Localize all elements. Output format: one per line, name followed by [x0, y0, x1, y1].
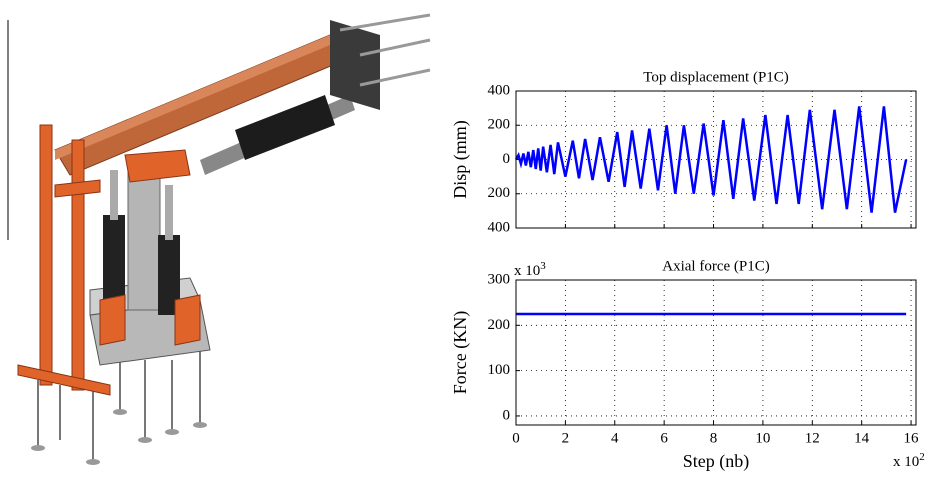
x-tick-label: 10	[755, 430, 770, 446]
y-tick-label: 400	[488, 82, 511, 98]
x-tick-label: 14	[854, 430, 870, 446]
axes-box	[515, 90, 917, 229]
x-tick-label: 12	[805, 430, 820, 446]
chart-title: Top displacement (P1C)	[643, 69, 789, 85]
test-rig-illustration	[7, 13, 431, 465]
y-axis-label: Force (KN)	[450, 311, 471, 394]
y-tick-label: 200	[488, 117, 511, 133]
plot-area	[516, 280, 916, 425]
y-tick-label: 300	[488, 271, 511, 287]
y-tick-label: 400	[488, 219, 511, 235]
x-tick-label: 4	[611, 430, 619, 446]
y-multiplier: x 103	[514, 260, 546, 280]
y-tick-label: 0	[503, 151, 511, 167]
x-multiplier-base: x 10	[893, 454, 919, 470]
y-multiplier-exponent: 3	[540, 260, 546, 272]
x-tick-label: 6	[660, 430, 668, 446]
x-tick-label: 2	[562, 430, 570, 446]
x-tick-label: 8	[710, 430, 718, 446]
y-tick-label: 200	[488, 317, 511, 333]
x-tick-label: 0	[512, 430, 520, 446]
x-tick-label: 16	[904, 430, 920, 446]
x-multiplier: x 102	[893, 451, 925, 471]
y-multiplier-base: x 10	[514, 263, 540, 279]
y-tick-label: 100	[488, 362, 511, 378]
y-tick-label: 200	[488, 185, 511, 201]
x-multiplier-exponent: 2	[919, 451, 925, 463]
x-axis-label: Step (nb)	[683, 451, 750, 472]
data-line	[514, 106, 908, 213]
chart-title: Axial force (P1C)	[662, 258, 769, 274]
y-tick-label: 0	[503, 407, 511, 423]
y-axis-label: Disp (mm)	[450, 120, 471, 199]
axes-box	[515, 279, 917, 426]
